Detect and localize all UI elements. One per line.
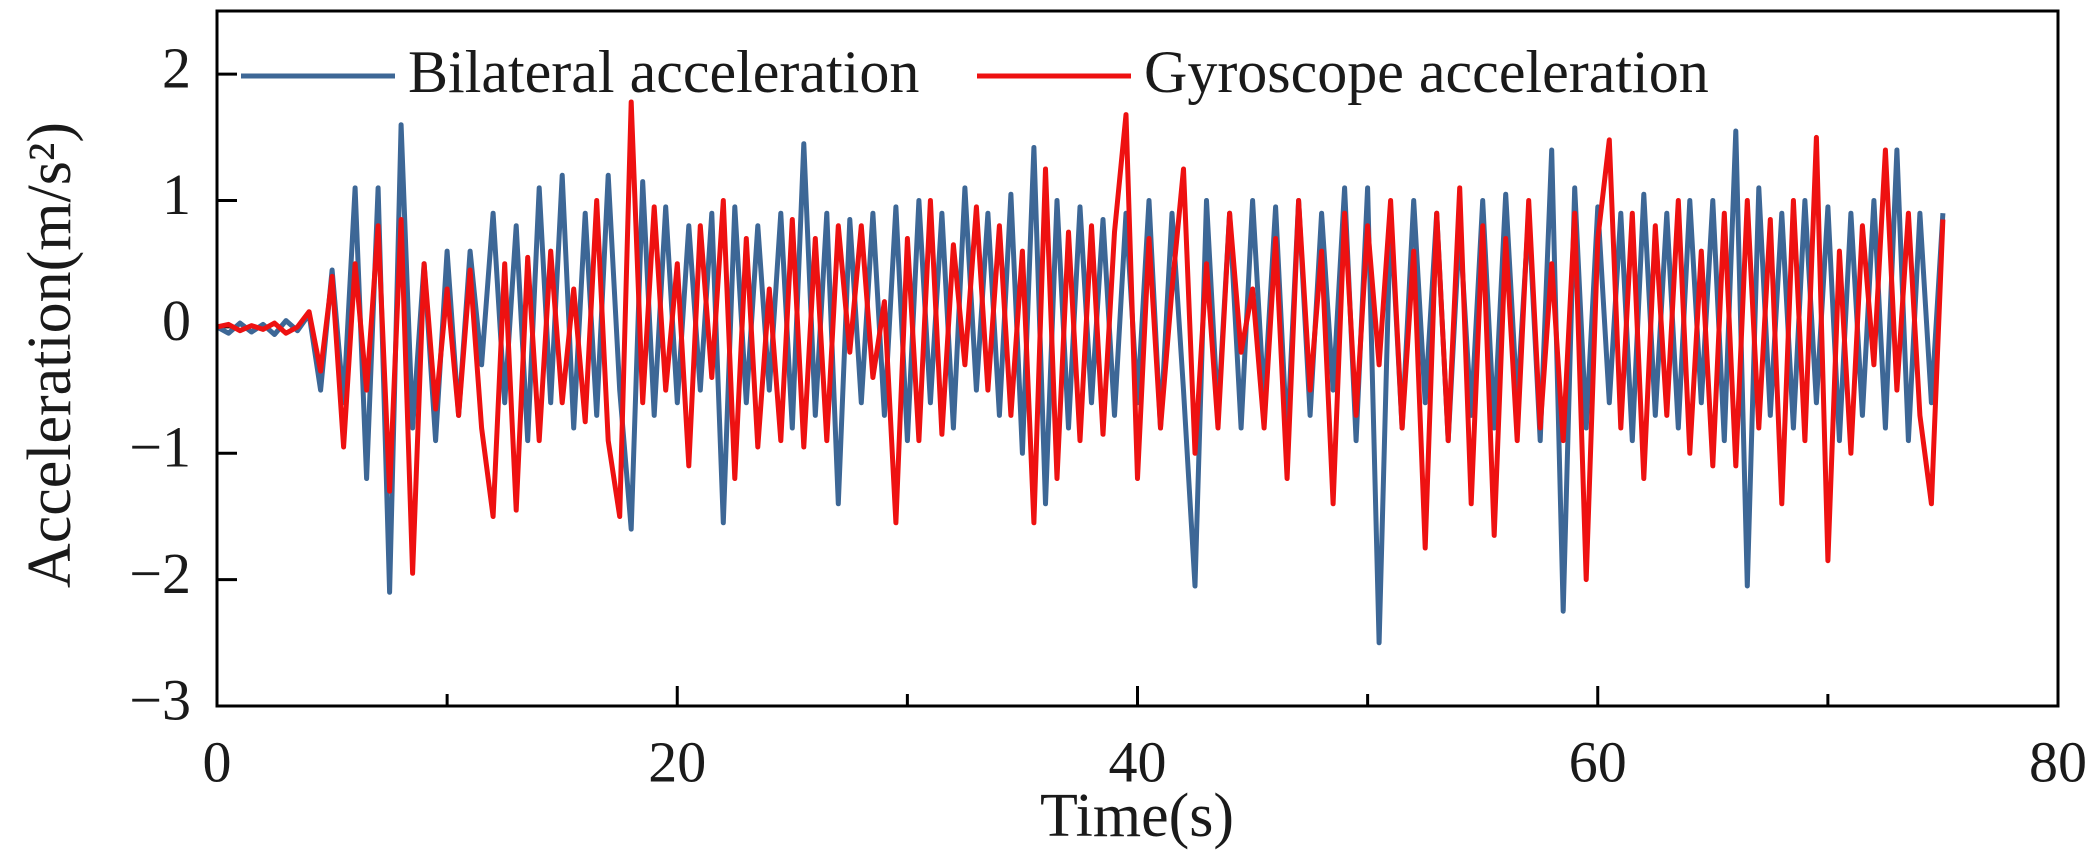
y-tick-label: 2 — [162, 35, 191, 100]
data-line — [216, 99, 1946, 583]
y-tick-label: −3 — [129, 667, 191, 732]
y-tick-label: −2 — [129, 541, 191, 606]
x-tick-label: 20 — [648, 729, 706, 794]
legend-label: Gyroscope acceleration — [1144, 39, 1709, 105]
x-tick-label: 0 — [203, 729, 232, 794]
plot-frame — [215, 9, 2060, 708]
y-tick-label: 1 — [162, 162, 191, 227]
x-tick-label: 40 — [1109, 729, 1167, 794]
y-tick-label: −1 — [129, 415, 191, 480]
y-axis-title: Acceleration(m/s²) — [16, 122, 84, 588]
x-tick-label: 60 — [1569, 729, 1627, 794]
x-tick-label: 80 — [2029, 729, 2087, 794]
data-line — [215, 122, 1946, 646]
legend-label: Bilateral acceleration — [408, 39, 919, 105]
x-axis-title: Time(s) — [1040, 782, 1234, 850]
y-tick-label: 0 — [162, 288, 191, 353]
